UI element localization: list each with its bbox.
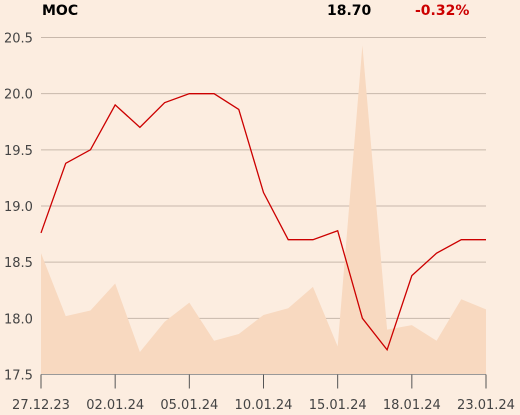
volume-area [41,45,486,375]
y-tick-label: 19.0 [4,200,33,215]
x-tick-label: 05.01.24 [160,398,218,413]
last-price: 18.70 [327,3,372,19]
y-tick-label: 17.5 [4,369,33,384]
ticker-symbol: MOC [42,3,79,19]
x-tick-label: 18.01.24 [383,398,441,413]
y-tick-label: 20.0 [4,88,33,103]
y-tick-label: 19.5 [4,144,33,159]
x-tick-label: 02.01.24 [86,398,144,413]
x-tick-label: 10.01.24 [235,398,293,413]
volume-area-layer [41,45,486,375]
y-tick-label: 18.0 [4,312,33,327]
x-axis: 27.12.23 02.01.24 05.01.24 10.01.24 15.01.24… [12,374,515,413]
y-tick-label: 20.5 [4,32,33,47]
x-tick-label: 27.12.23 [12,398,70,413]
y-axis: 20.5 20.0 19.5 19.0 18.5 18.0 17.5 [4,32,33,384]
price-line [40,93,486,352]
price-line-layer [40,93,486,352]
x-tick-label: 23.01.24 [457,398,515,413]
price-change: -0.32% [415,3,470,19]
x-tick-label: 15.01.24 [309,398,367,413]
y-tick-label: 18.5 [4,256,33,271]
